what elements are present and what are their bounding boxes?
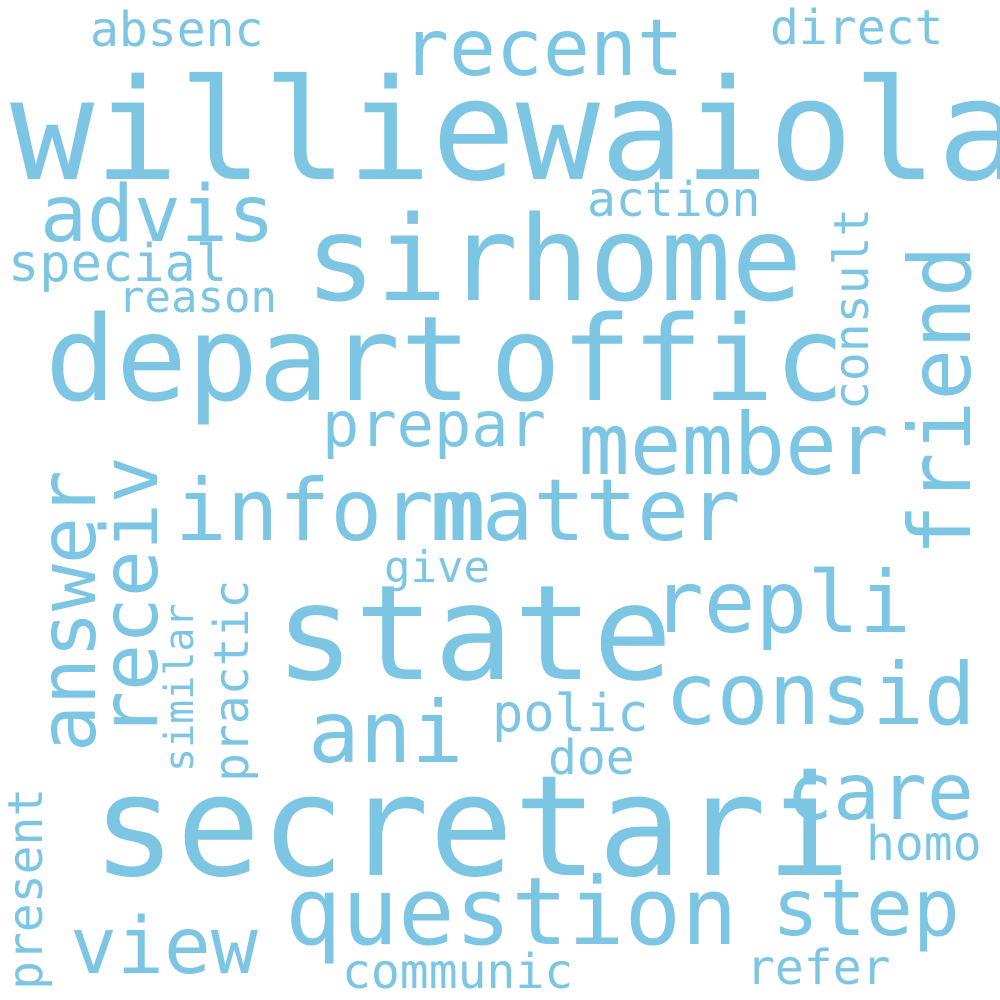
word-friend: friend (891, 245, 991, 556)
word-give: give (384, 542, 490, 593)
word-polic: polic (492, 684, 649, 744)
word-practic: practic (204, 579, 260, 782)
word-care: care (786, 748, 974, 838)
word-advis: advis (40, 170, 275, 260)
word-question: question (285, 858, 738, 967)
word-refer: refer (746, 940, 891, 996)
word-reason: reason (118, 272, 277, 323)
word-consid: consid (665, 645, 976, 745)
word-step: step (772, 864, 960, 954)
word-sirhome: sirhome (305, 190, 803, 328)
word-state: state (275, 557, 673, 711)
word-view: view (70, 902, 258, 992)
word-consult: consult (824, 207, 880, 410)
word-inform: inform (175, 461, 486, 561)
word-recent: recent (402, 4, 684, 94)
word-similar: similar (157, 603, 203, 772)
word-offic: offic (490, 290, 846, 428)
word-absenc: absenc (90, 2, 264, 58)
word-williewaiola: williewaiola (10, 50, 1000, 213)
word-ani: ani (308, 683, 464, 783)
word-repli: repli (652, 553, 911, 653)
word-member: member (578, 395, 889, 495)
word-secretari: secretari (92, 746, 851, 909)
word-depart: depart (45, 290, 472, 428)
word-homo: homo (866, 816, 982, 872)
word-direct: direct (770, 0, 944, 56)
word-communic: communic (342, 944, 574, 1000)
word-action: action (587, 172, 761, 228)
word-special: special (8, 234, 228, 294)
word-matter: matter (430, 461, 741, 561)
word-doe: doe (548, 730, 635, 786)
word-present: present (0, 787, 54, 990)
word-prepar: prepar (322, 388, 546, 461)
